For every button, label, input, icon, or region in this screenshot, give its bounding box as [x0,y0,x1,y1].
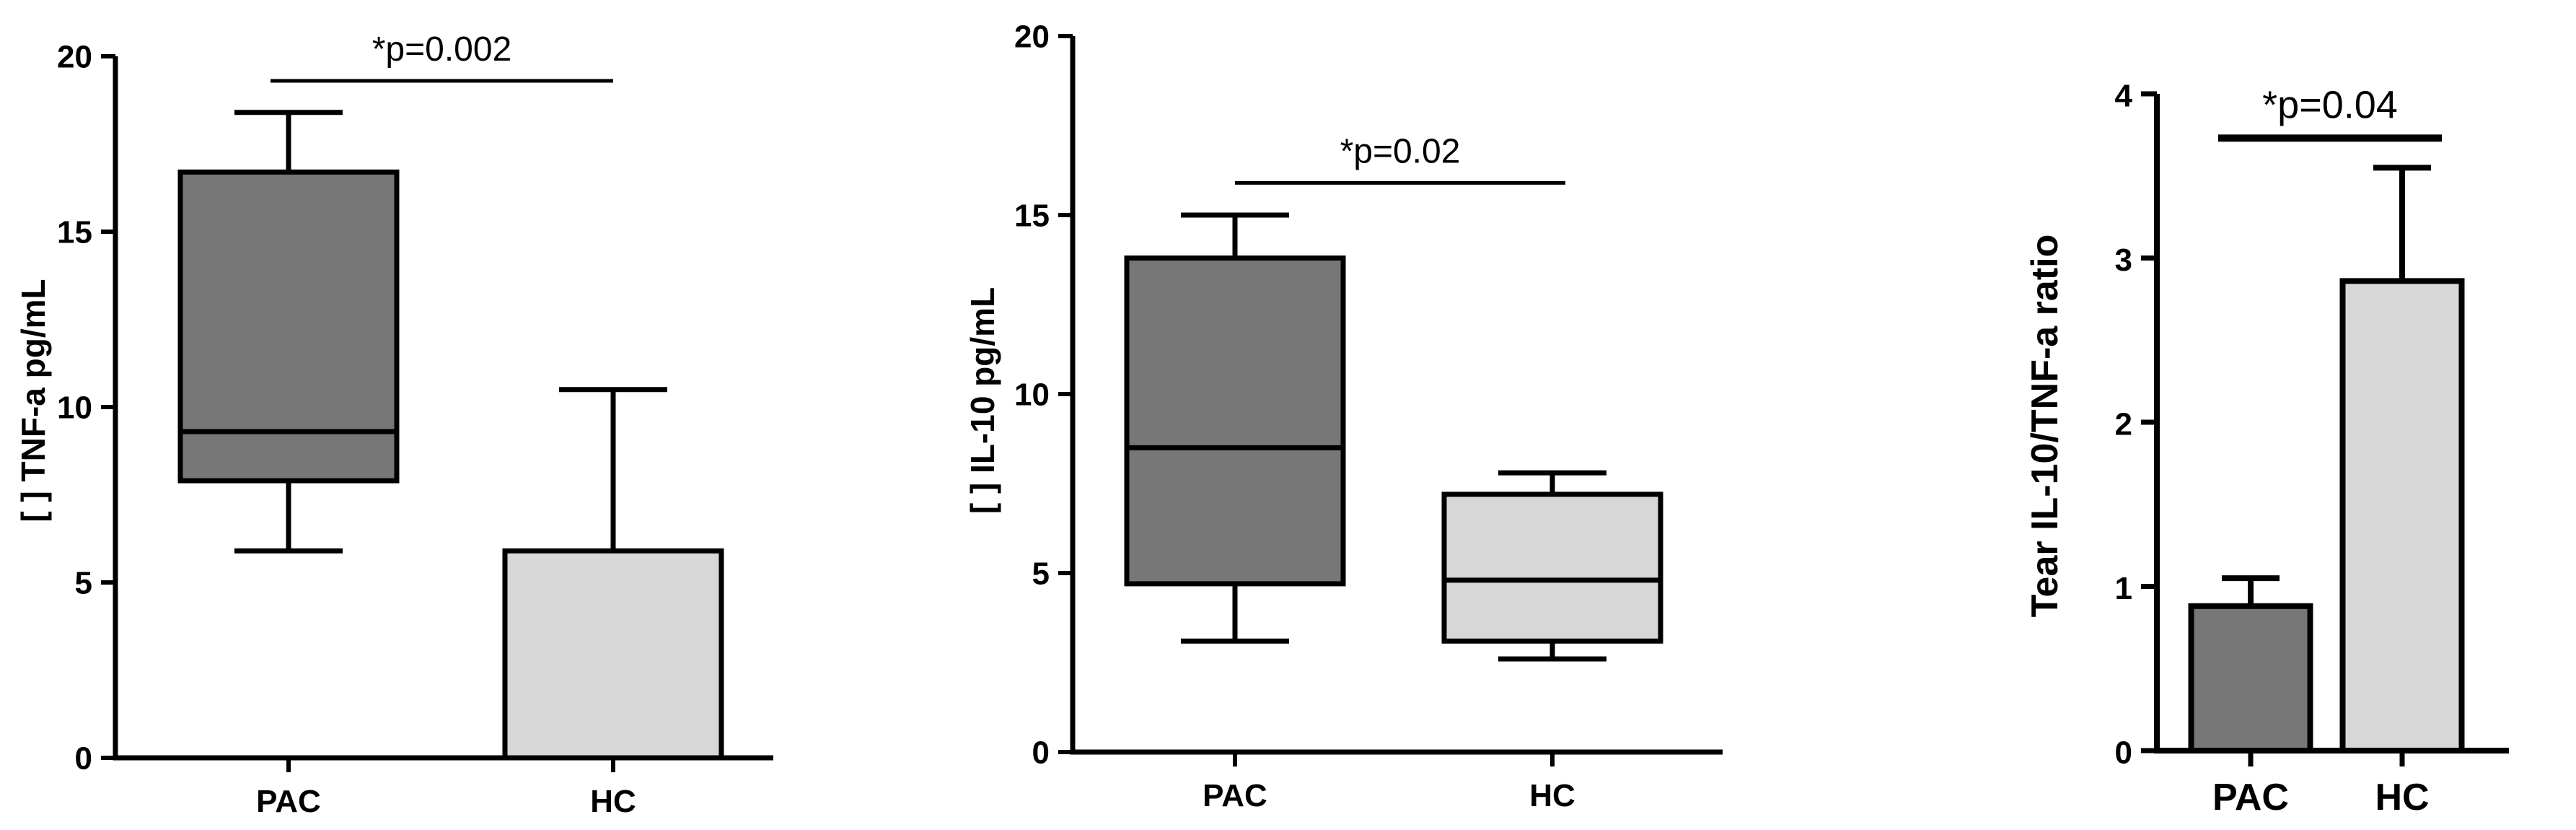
tnf-y-tick-label: 10 [57,390,92,425]
il10-y-tick-label: 10 [1014,377,1050,412]
tnf-category-label-pac: PAC [256,784,321,819]
il10-significance-label: *p=0.02 [1340,132,1461,170]
il10-y-tick-label: 15 [1014,198,1050,233]
ratio-category-label-hc: HC [2375,777,2429,818]
ratio-y-tick-label: 4 [2115,79,2133,114]
il10-y-tick-label: 20 [1014,19,1050,54]
tnf-pac-box [177,169,400,484]
tnf-y-tick-label: 20 [57,39,92,74]
ratio-y-tick-label: 0 [2115,735,2132,771]
ratio-pac-bar [2188,603,2313,753]
il10-y-axis-title: [ ] IL-10 pg/mL [964,287,1001,514]
il10-y-tick-label: 5 [1032,556,1050,591]
tnf-y-tick-label: 0 [75,741,92,776]
il10-panel: [ ] IL-10 pg/mL 0 5 10 15 20 PAC HC *p=0.02 [964,19,1723,813]
ratio-y-tick-label: 2 [2115,407,2132,442]
tnf-category-label-hc: HC [590,784,636,819]
il10-category-label-pac: PAC [1203,778,1267,813]
il10-hc-box [1441,492,1663,644]
il10-y-tick-label: 0 [1032,735,1050,770]
ratio-panel: Tear IL-10/TNF-a ratio 0 1 2 3 4 PAC HC *p=0.04 [2024,79,2509,818]
tnf-panel: [ ] TNF-a pg/mL 0 5 10 15 20 PAC HC *p=0.002 [14,30,773,819]
il10-pac-box [1124,255,1346,587]
ratio-y-axis-title: Tear IL-10/TNF-a ratio [2024,235,2066,618]
tnf-significance-label: *p=0.002 [372,30,512,69]
tnf-y-tick-label: 15 [57,214,92,250]
ratio-significance-label: *p=0.04 [2262,83,2398,126]
tnf-y-axis-title: [ ] TNF-a pg/mL [14,279,52,522]
ratio-category-label-pac: PAC [2212,777,2289,818]
tnf-hc-box [502,548,724,761]
ratio-y-tick-label: 1 [2115,571,2132,606]
tnf-y-tick-label: 5 [75,565,92,600]
il10-category-label-hc: HC [1529,778,1575,813]
ratio-y-tick-label: 3 [2115,243,2132,278]
ratio-hc-bar [2339,278,2465,754]
